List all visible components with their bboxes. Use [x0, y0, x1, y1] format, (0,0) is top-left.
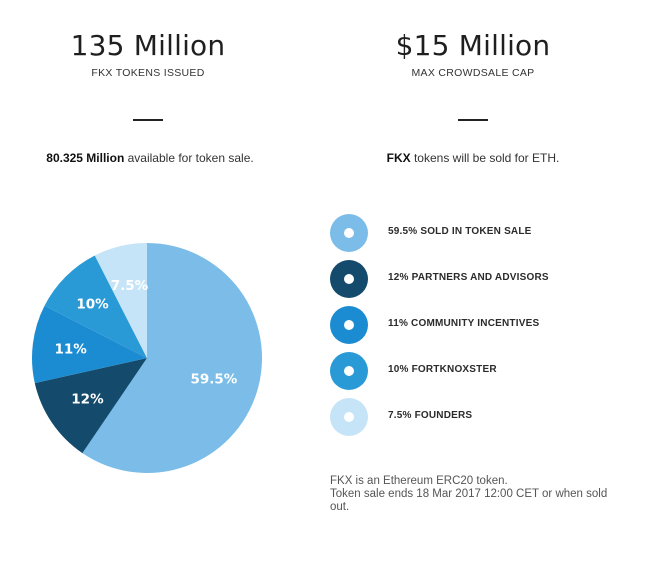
tokens-issued-stat: 135 Million FKX TOKENS ISSUED [18, 28, 278, 79]
crowdsale-cap-caption: MAX CROWDSALE CAP [411, 67, 535, 79]
legend-item-fortknoxster: 10% FORTKNOXSTER [327, 348, 627, 394]
legend-swatch [330, 352, 368, 390]
pie-slice-founders [94, 243, 147, 358]
right-divider [458, 119, 488, 121]
currency-text: tokens will be sold for ETH. [410, 151, 560, 165]
pie-slice-community [31, 305, 147, 384]
legend-label: 12% PARTNERS AND ADVISORS [388, 272, 549, 283]
legend-swatch [330, 214, 368, 252]
left-divider [133, 119, 163, 121]
token-distribution-pie-chart: 59.5% 12% 11% 10%7.5% [31, 243, 263, 474]
crowdsale-cap-value: $15 Million [395, 29, 551, 62]
pie-slice-fortknoxster [44, 255, 147, 358]
tokens-issued-value: 135 Million [70, 29, 226, 62]
currency-note: FKX tokens will be sold for ETH. [323, 151, 623, 165]
legend-swatch [330, 306, 368, 344]
crowdsale-cap-stat: $15 Million MAX CROWDSALE CAP [343, 28, 603, 79]
pie-slice-partners [34, 358, 147, 454]
pie-label-token-sale: 59.5% [190, 372, 237, 388]
legend-label: 10% FORTKNOXSTER [388, 364, 497, 375]
legend-swatch [330, 398, 368, 436]
legend-item-token-sale: 59.5% SOLD IN TOKEN SALE [327, 210, 627, 256]
legend-label: 11% COMMUNITY INCENTIVES [388, 318, 540, 329]
footnote-line-1: FKX is an Ethereum ERC20 token. [330, 475, 508, 487]
legend-item-founders: 7.5% FOUNDERS [327, 394, 627, 440]
available-note: 80.325 Million available for token sale. [0, 151, 300, 165]
legend-label: 7.5% FOUNDERS [388, 410, 473, 421]
tokens-issued-caption: FKX TOKENS ISSUED [91, 67, 205, 79]
token-symbol: FKX [386, 151, 411, 165]
pie-slice-token-sale [82, 243, 263, 474]
available-amount: 80.325 Million [46, 151, 125, 165]
pie-label-community: 11% [54, 341, 87, 357]
pie-label-partners: 12% [71, 391, 104, 407]
legend-item-community: 11% COMMUNITY INCENTIVES [327, 302, 627, 348]
chart-legend: 59.5% SOLD IN TOKEN SALE 12% PARTNERS AN… [327, 210, 627, 440]
pie-label-founders: 7.5% [111, 278, 149, 294]
legend-swatch [330, 260, 368, 298]
legend-item-partners: 12% PARTNERS AND ADVISORS [327, 256, 627, 302]
legend-label: 59.5% SOLD IN TOKEN SALE [388, 226, 532, 237]
token-footnote: FKX is an Ethereum ERC20 token. Token sa… [330, 475, 625, 514]
pie-label-fortknoxster: 10% [76, 297, 109, 313]
footnote-line-2: Token sale ends 18 Mar 2017 12:00 CET or… [330, 488, 608, 513]
available-text: available for token sale. [124, 151, 254, 165]
